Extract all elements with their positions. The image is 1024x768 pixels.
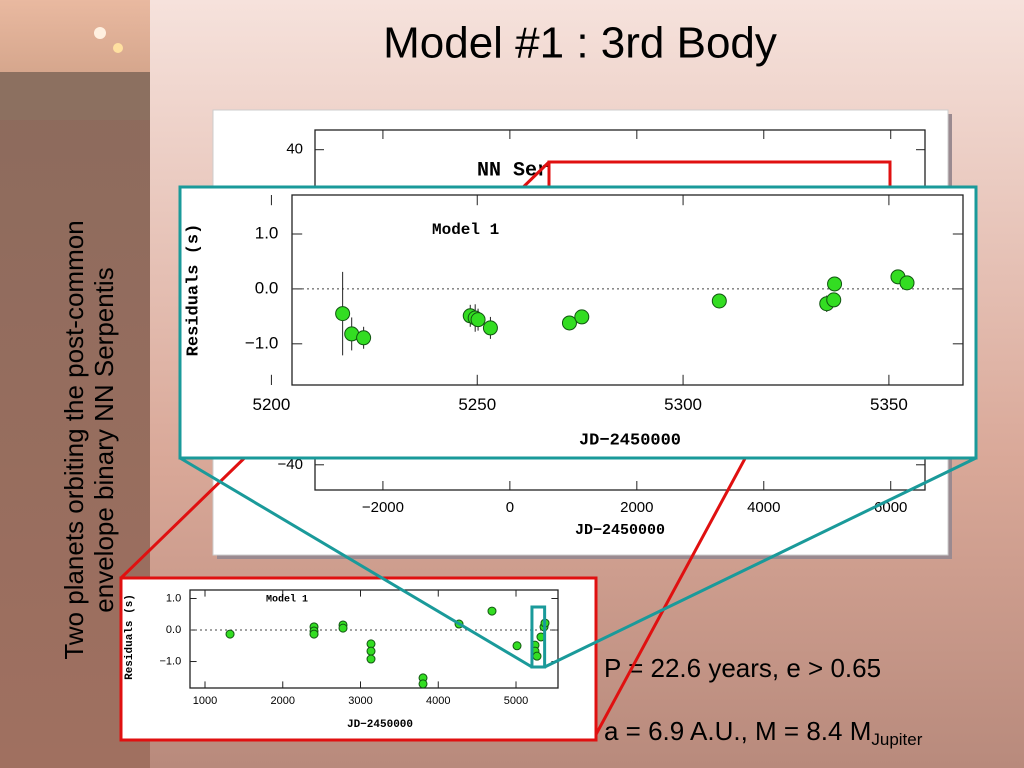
x-tick-label: 5350 [870, 395, 908, 414]
y-tick-label: 40 [286, 141, 303, 158]
data-point [309, 629, 319, 639]
data-point [711, 293, 727, 309]
y-tick-label: −40 [278, 456, 303, 473]
x-tick-label: 2000 [271, 695, 295, 707]
photo-ground [0, 72, 150, 120]
chart: 1000 2000 3000 4000 5000 1.0 0.0 −1.0 Model 1 JD−… [119, 576, 598, 742]
plot-frame [291, 194, 964, 386]
slide-title: Model #1 : 3rd Body [383, 19, 777, 68]
data-point [338, 623, 348, 633]
data-point [470, 312, 486, 328]
side-text: Two planets orbiting the post-common [59, 220, 89, 659]
y-axis-label: Residuals (s) [124, 594, 136, 680]
note: P = 22.6 years, e > 0.65 [604, 653, 881, 683]
x-tick-label: 5250 [458, 395, 496, 414]
y-tick-label: 1.0 [166, 592, 181, 604]
x-tick-label: 6000 [874, 499, 907, 516]
x-tick-label: −2000 [362, 499, 404, 516]
highlight-box [547, 160, 892, 190]
data-point [899, 275, 915, 291]
x-tick-label: 4000 [426, 695, 450, 707]
x-axis-label: JD−2450000 [579, 431, 681, 450]
zoom-box [530, 605, 547, 669]
y-axis-label: Residuals (s) [184, 224, 203, 357]
x-axis-label: JD−2450000 [575, 522, 665, 539]
x-tick-label: 5200 [253, 395, 291, 414]
data-point [482, 320, 498, 336]
data-point [532, 651, 542, 661]
x-tick-label: 0 [506, 499, 514, 516]
data-point [574, 309, 590, 325]
data-point [827, 276, 843, 292]
data-point [826, 292, 842, 308]
panel [119, 576, 598, 742]
data-point [356, 330, 372, 346]
photo-sun [94, 27, 106, 39]
y-tick-label: 1.0 [255, 223, 279, 242]
x-tick-label: 1000 [193, 695, 217, 707]
chart: 5200 5250 5300 5350 1.0 0.0 −1.0 Model 1 JD−2450… [178, 185, 978, 460]
annotation: NN Ser [477, 159, 549, 182]
x-tick-label: 4000 [747, 499, 780, 516]
chart-title: Model 1 [432, 221, 499, 239]
connector [543, 456, 977, 669]
data-point [366, 646, 376, 656]
x-tick-label: 5000 [504, 695, 528, 707]
x-tick-label: 2000 [620, 499, 653, 516]
x-tick-label: 3000 [348, 695, 372, 707]
data-point [366, 654, 376, 664]
plot-frame [189, 589, 559, 689]
note-text: a = 6.9 A.U., M = 8.4 M [604, 716, 871, 746]
data-point [225, 629, 235, 639]
x-axis-label: JD−2450000 [347, 719, 413, 731]
note: a = 6.9 A.U., M = 8.4 MJupiter [604, 716, 923, 750]
photo-sun [113, 43, 123, 53]
y-tick-label: −1.0 [245, 333, 279, 352]
data-point [418, 679, 428, 689]
data-point [561, 315, 577, 331]
data-point [487, 606, 497, 616]
side-text: envelope binary NN Serpentis [89, 267, 119, 612]
y-tick-label: −1.0 [159, 655, 181, 667]
note-subscript: Jupiter [871, 730, 922, 749]
x-tick-label: 5300 [664, 395, 702, 414]
data-point [512, 641, 522, 651]
y-tick-label: 0.0 [166, 624, 181, 636]
chart-title: Model 1 [266, 594, 308, 606]
connector [179, 456, 533, 669]
y-tick-label: 0.0 [255, 278, 279, 297]
data-point [335, 306, 351, 322]
